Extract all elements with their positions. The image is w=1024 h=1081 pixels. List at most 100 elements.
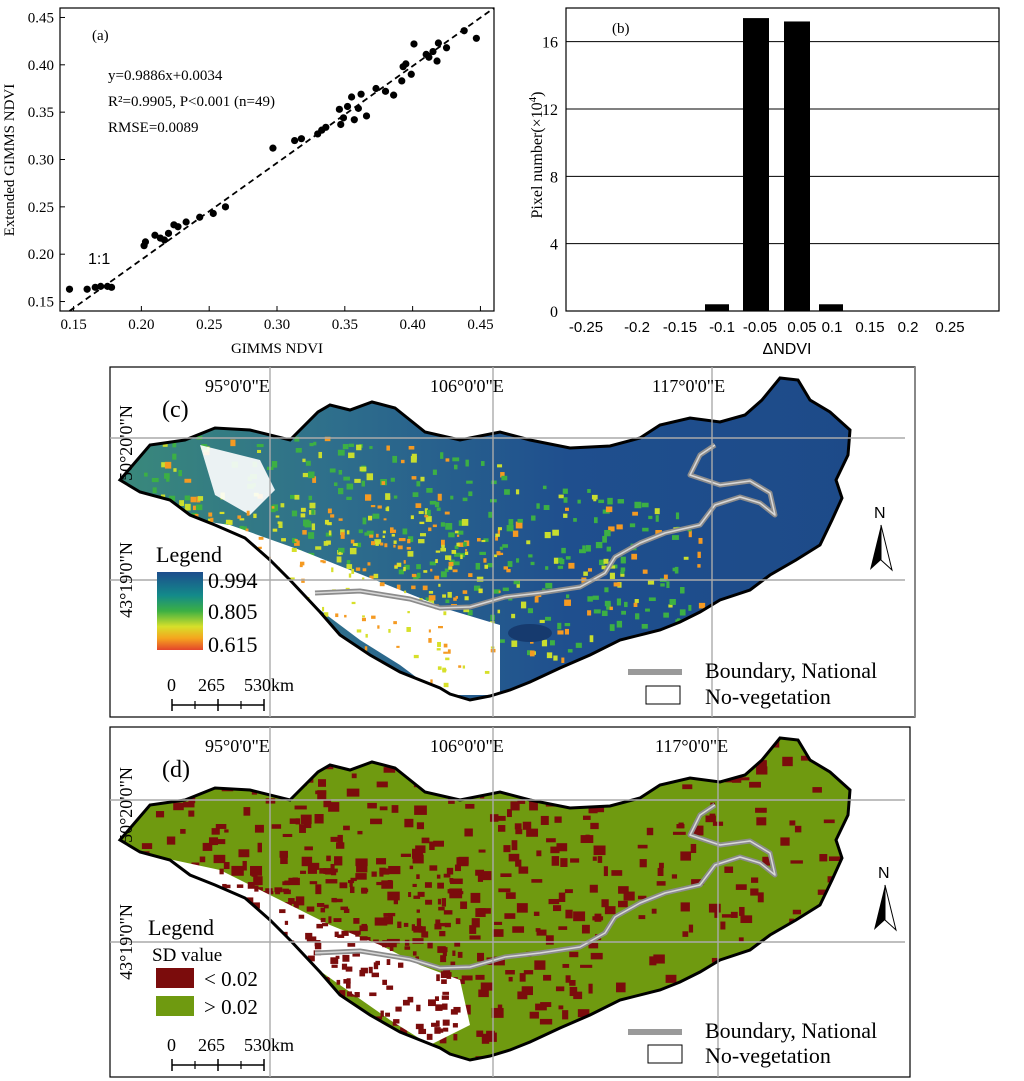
- panel-label: (b): [612, 21, 630, 37]
- y-tick-label: 0.35: [28, 105, 54, 121]
- data-point: [269, 144, 277, 152]
- data-point: [174, 223, 182, 231]
- legend-swatch-low: [156, 968, 194, 988]
- data-point: [83, 285, 91, 293]
- data-point: [390, 91, 398, 99]
- graticule: [110, 727, 905, 1077]
- one-to-one-line: [68, 7, 495, 312]
- y-tick-label: 12: [542, 102, 558, 119]
- data-point: [434, 39, 442, 47]
- histogram-bar: [819, 304, 843, 311]
- ndvi-map-c: 95°0'0"E 106°0'0"E 117°0'0"E 50°20'0"N 4…: [109, 366, 916, 718]
- histogram-bar: [743, 18, 769, 311]
- y-tick-label: 0: [550, 304, 558, 321]
- data-point: [335, 105, 343, 113]
- longitude-label: 95°0'0"E: [205, 736, 270, 756]
- sd-map-d: 95°0'0"E 106°0'0"E 117°0'0"E 50°20'0"N 4…: [109, 726, 911, 1078]
- histogram-bar: [784, 21, 810, 311]
- data-point: [350, 116, 358, 124]
- x-tick-label: 0.05: [787, 319, 816, 336]
- data-point: [221, 203, 230, 211]
- data-point: [141, 238, 150, 246]
- panel-label: (d): [162, 757, 190, 783]
- plot-frame: [565, 7, 1000, 312]
- x-tick-label: 0.1: [822, 319, 843, 336]
- data-point: [407, 70, 415, 78]
- legend-title: Legend: [148, 915, 214, 940]
- legend-label-low: < 0.02: [204, 967, 258, 991]
- novegetation-legend-label: No-vegetation: [705, 1043, 831, 1068]
- legend-label-high: > 0.02: [204, 995, 258, 1019]
- x-tick-label: 0.2: [898, 319, 919, 336]
- data-point: [433, 57, 441, 65]
- x-axis-label: ΔNDVI: [763, 341, 812, 358]
- ndvi-color-ramp: [157, 572, 203, 650]
- data-point: [398, 77, 406, 85]
- north-arrow: N: [870, 505, 893, 572]
- histogram-bar: [705, 304, 729, 311]
- y-tick-label: 16: [542, 35, 558, 52]
- scale-bar: 0 265 530km: [167, 675, 294, 711]
- data-point: [160, 236, 169, 244]
- r-squared-text: R²=0.9905, P<0.001 (n=49): [108, 94, 275, 110]
- data-point: [347, 93, 356, 101]
- data-point: [209, 209, 217, 218]
- data-point: [425, 53, 433, 61]
- latitude-label: 50°20'0"N: [116, 405, 136, 481]
- x-axis-label: GIMMS NDVI: [231, 341, 323, 357]
- x-tick-label: 0.40: [400, 317, 426, 333]
- data-point: [107, 283, 116, 291]
- legend-swatch-high: [156, 996, 194, 1016]
- x-tick-label: -0.25: [569, 319, 603, 336]
- svg-text:0: 0: [167, 675, 176, 695]
- no-vegetation-area: [160, 515, 500, 695]
- x-tick-label: 0.15: [855, 319, 884, 336]
- x-tick-label: -0.15: [663, 319, 697, 336]
- data-point: [65, 285, 74, 293]
- y-tick-label: 4: [550, 237, 558, 254]
- data-point: [381, 87, 390, 95]
- rmse-text: RMSE=0.0089: [108, 120, 199, 136]
- data-point: [410, 40, 418, 48]
- scatter-chart-a: 0.15 0.20 0.25 0.30 0.35 0.40 0.45 0.15 0.20 0.2…: [2, 7, 495, 357]
- svg-text:N: N: [874, 505, 886, 522]
- longitude-label: 106°0'0"E: [430, 736, 504, 756]
- svg-text:530km: 530km: [244, 1035, 294, 1055]
- x-tick-label: 0.25: [196, 317, 222, 333]
- y-axis-label: Pixel number(×104): [527, 92, 546, 219]
- svg-text:265: 265: [198, 675, 225, 695]
- scale-bar: 0 265 530km: [167, 1035, 294, 1071]
- one-to-one-label: 1:1: [88, 251, 110, 268]
- x-tick-label: -0.2: [624, 319, 650, 336]
- y-tick-label: 0.20: [28, 247, 54, 263]
- novegetation-legend-label: No-vegetation: [705, 684, 831, 709]
- y-tick-label: 8: [550, 169, 558, 186]
- country-outline: [117, 376, 852, 702]
- x-tick-label: 0.20: [128, 317, 154, 333]
- boundary-legend-label: Boundary, National: [705, 658, 877, 683]
- data-point: [354, 104, 362, 112]
- svg-text:N: N: [878, 865, 890, 882]
- latitude-label: 43°19'0"N: [116, 542, 136, 618]
- legend-max-value: 0.994: [208, 568, 258, 593]
- legend-subtitle: SD value: [152, 945, 222, 966]
- data-point: [297, 135, 306, 143]
- data-point: [182, 218, 190, 226]
- y-tick-label: 0.45: [28, 10, 54, 26]
- y-tick-label: 0.30: [28, 153, 54, 169]
- svg-text:265: 265: [198, 1035, 225, 1055]
- x-tick-label: 0.25: [935, 319, 964, 336]
- legend-mid-value: 0.805: [208, 599, 258, 624]
- x-tick-label: 0.30: [264, 317, 290, 333]
- data-point: [357, 90, 365, 98]
- x-tick-label: 0.15: [60, 317, 86, 333]
- latitude-label: 50°20'0"N: [116, 767, 136, 843]
- panel-label: (c): [162, 397, 189, 423]
- boundary-legend-label: Boundary, National: [705, 1018, 877, 1043]
- map-frame: [109, 726, 911, 1078]
- data-point: [339, 114, 348, 122]
- legend-title: Legend: [156, 542, 222, 567]
- data-point: [362, 112, 371, 120]
- novegetation-legend-swatch: [647, 1044, 683, 1064]
- data-point: [337, 120, 345, 129]
